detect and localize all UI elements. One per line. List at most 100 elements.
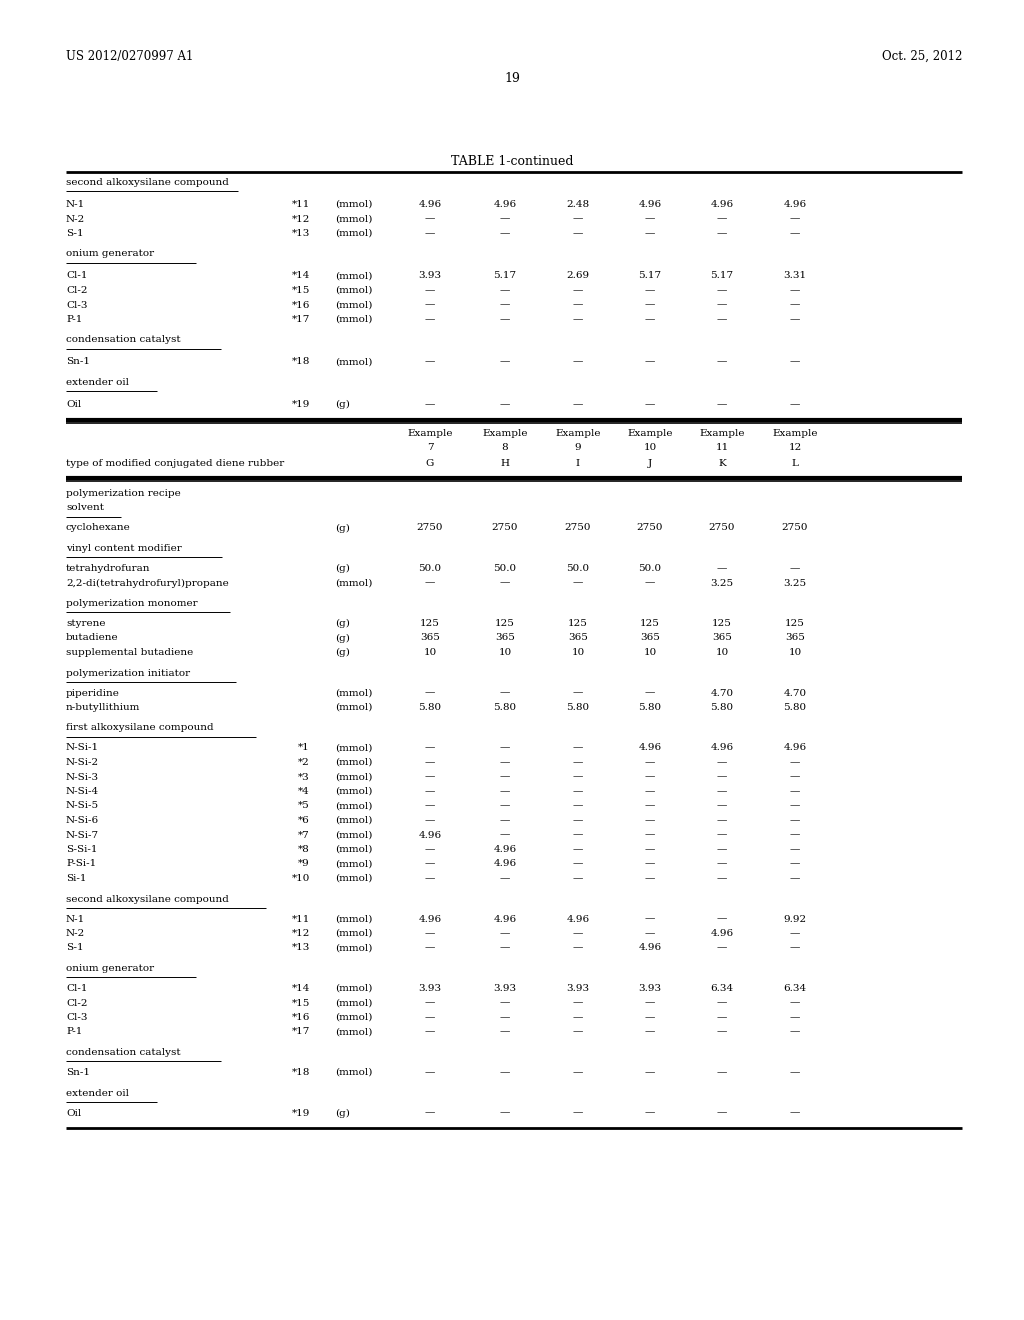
Text: *8: *8: [298, 845, 310, 854]
Text: —: —: [500, 929, 510, 939]
Text: US 2012/0270997 A1: US 2012/0270997 A1: [66, 50, 194, 63]
Text: (mmol): (mmol): [335, 743, 373, 752]
Text: —: —: [425, 787, 435, 796]
Text: —: —: [425, 228, 435, 238]
Text: *3: *3: [298, 772, 310, 781]
Text: —: —: [790, 859, 800, 869]
Text: —: —: [425, 1027, 435, 1036]
Text: —: —: [572, 315, 584, 323]
Text: (mmol): (mmol): [335, 944, 373, 953]
Text: —: —: [500, 830, 510, 840]
Text: Example: Example: [555, 429, 601, 437]
Text: —: —: [790, 1012, 800, 1022]
Text: 365: 365: [568, 634, 588, 643]
Text: —: —: [717, 787, 727, 796]
Text: n-butyllithium: n-butyllithium: [66, 704, 140, 711]
Text: (mmol): (mmol): [335, 772, 373, 781]
Text: —: —: [717, 772, 727, 781]
Text: —: —: [645, 315, 655, 323]
Text: Example: Example: [482, 429, 527, 437]
Text: 4.96: 4.96: [711, 743, 733, 752]
Text: condensation catalyst: condensation catalyst: [66, 335, 180, 345]
Text: N-2: N-2: [66, 929, 85, 939]
Text: *14: *14: [292, 272, 310, 281]
Text: —: —: [717, 564, 727, 573]
Text: solvent: solvent: [66, 503, 104, 512]
Text: 7: 7: [427, 444, 433, 451]
Text: —: —: [645, 772, 655, 781]
Text: —: —: [500, 874, 510, 883]
Text: —: —: [645, 578, 655, 587]
Text: Cl-2: Cl-2: [66, 286, 87, 294]
Text: —: —: [572, 578, 584, 587]
Text: —: —: [500, 214, 510, 223]
Text: L: L: [792, 459, 799, 469]
Text: —: —: [645, 214, 655, 223]
Text: —: —: [790, 830, 800, 840]
Text: —: —: [425, 1068, 435, 1077]
Text: —: —: [645, 1012, 655, 1022]
Text: (g): (g): [335, 524, 350, 533]
Text: P-1: P-1: [66, 315, 82, 323]
Text: —: —: [500, 944, 510, 953]
Text: —: —: [790, 787, 800, 796]
Text: —: —: [645, 816, 655, 825]
Text: —: —: [500, 998, 510, 1007]
Text: (mmol): (mmol): [335, 830, 373, 840]
Text: 125: 125: [712, 619, 732, 628]
Text: —: —: [572, 228, 584, 238]
Text: 9: 9: [574, 444, 582, 451]
Text: 3.93: 3.93: [566, 983, 590, 993]
Text: I: I: [575, 459, 580, 469]
Text: (mmol): (mmol): [335, 1012, 373, 1022]
Text: —: —: [645, 228, 655, 238]
Text: —: —: [500, 772, 510, 781]
Text: 2750: 2750: [781, 524, 808, 532]
Text: 4.70: 4.70: [711, 689, 733, 697]
Text: 4.96: 4.96: [494, 915, 516, 924]
Text: —: —: [572, 689, 584, 697]
Text: polymerization recipe: polymerization recipe: [66, 488, 181, 498]
Text: *12: *12: [292, 929, 310, 939]
Text: —: —: [572, 214, 584, 223]
Text: —: —: [425, 689, 435, 697]
Text: (mmol): (mmol): [335, 787, 373, 796]
Text: *4: *4: [298, 787, 310, 796]
Text: —: —: [717, 758, 727, 767]
Text: —: —: [425, 801, 435, 810]
Text: —: —: [500, 758, 510, 767]
Text: 4.96: 4.96: [638, 201, 662, 209]
Text: (g): (g): [335, 619, 350, 628]
Text: —: —: [645, 400, 655, 409]
Text: —: —: [790, 214, 800, 223]
Text: (mmol): (mmol): [335, 1068, 373, 1077]
Text: —: —: [645, 859, 655, 869]
Text: 50.0: 50.0: [638, 564, 662, 573]
Text: extender oil: extender oil: [66, 378, 129, 387]
Text: N-2: N-2: [66, 214, 85, 223]
Text: —: —: [717, 816, 727, 825]
Text: —: —: [790, 564, 800, 573]
Text: (g): (g): [335, 634, 350, 643]
Text: 10: 10: [788, 648, 802, 657]
Text: *16: *16: [292, 1012, 310, 1022]
Text: 125: 125: [495, 619, 515, 628]
Text: —: —: [500, 801, 510, 810]
Text: 2750: 2750: [492, 524, 518, 532]
Text: (mmol): (mmol): [335, 315, 373, 323]
Text: 365: 365: [712, 634, 732, 643]
Text: 125: 125: [785, 619, 805, 628]
Text: —: —: [500, 315, 510, 323]
Text: —: —: [790, 301, 800, 309]
Text: —: —: [572, 1027, 584, 1036]
Text: —: —: [717, 915, 727, 924]
Text: second alkoxysilane compound: second alkoxysilane compound: [66, 895, 229, 903]
Text: Example: Example: [772, 429, 818, 437]
Text: (mmol): (mmol): [335, 704, 373, 711]
Text: TABLE 1-continued: TABLE 1-continued: [451, 154, 573, 168]
Text: *11: *11: [292, 201, 310, 209]
Text: —: —: [425, 859, 435, 869]
Text: cyclohexane: cyclohexane: [66, 524, 131, 532]
Text: —: —: [425, 358, 435, 367]
Text: Si-1: Si-1: [66, 874, 86, 883]
